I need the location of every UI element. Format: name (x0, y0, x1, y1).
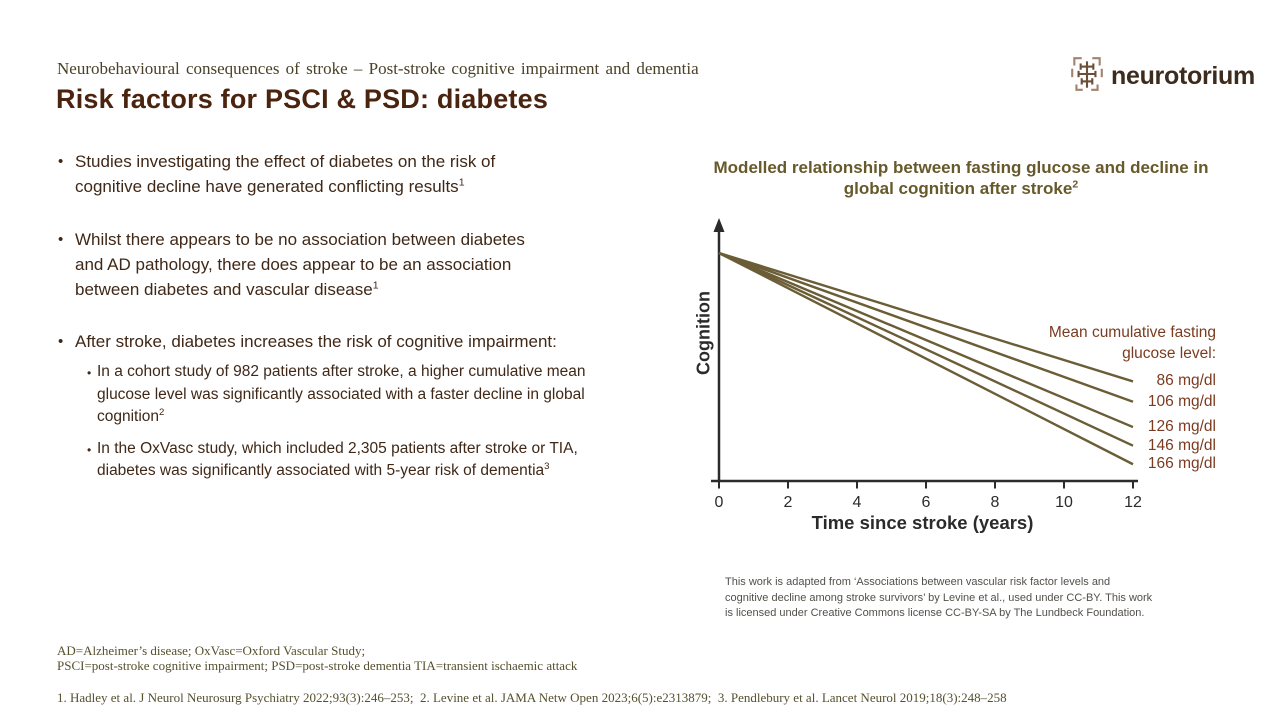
reference-superscript: 1 (458, 176, 465, 189)
bullet-item: • Whilst there appears to be no associat… (57, 227, 557, 302)
bullet-text: Studies investigating the effect of diab… (75, 152, 496, 196)
bullet-marker: • (87, 442, 92, 457)
sub-bullet-item: • In a cohort study of 982 patients afte… (87, 361, 589, 429)
bullet-text: Whilst there appears to be no associatio… (75, 230, 525, 299)
brain-logo-icon (1068, 55, 1106, 98)
legend-label-146: 146 mg/dl (1147, 437, 1216, 454)
chart-line-106-mg-dl (718, 251, 1134, 403)
chart-series-lines (718, 251, 1134, 466)
chart-line-86-mg-dl (718, 251, 1134, 383)
x-tick-label: 2 (784, 494, 793, 511)
line-chart: 0 2 4 6 8 10 12 (711, 218, 1142, 511)
bullet-marker: • (58, 153, 64, 170)
sub-bullet-text: In the OxVasc study, which included 2,30… (97, 439, 578, 480)
legend-label-106: 106 mg/dl (1147, 393, 1216, 410)
bullet-marker: • (58, 231, 64, 248)
reference-superscript: 2 (1072, 178, 1079, 191)
x-tick-label: 12 (1124, 494, 1142, 511)
x-tick-label: 6 (922, 494, 931, 511)
abbreviations: AD=Alzheimer’s disease; OxVasc=Oxford Va… (57, 643, 578, 673)
x-axis-ticks: 0 2 4 6 8 10 12 (715, 481, 1142, 511)
bullet-text: After stroke, diabetes increases the ris… (75, 332, 557, 351)
bullet-marker: • (58, 333, 64, 350)
x-axis-title: Time since stroke (years) (811, 512, 1034, 533)
sub-bullet-item: • In the OxVasc study, which included 2,… (87, 438, 589, 483)
x-tick-label: 4 (853, 494, 862, 511)
license-attribution: This work is adapted from ‘Associations … (725, 576, 1153, 619)
chart-line-146-mg-dl (718, 251, 1134, 447)
sub-bullet-text: In a cohort study of 982 patients after … (97, 363, 586, 425)
chart-line-126-mg-dl (718, 251, 1134, 429)
logo-wordmark: neurotorium (1111, 62, 1255, 90)
reference-superscript: 2 (159, 406, 165, 418)
legend-label-166: 166 mg/dl (1147, 455, 1216, 472)
x-tick-label: 10 (1055, 494, 1073, 511)
x-tick-label: 8 (991, 494, 1000, 511)
page-title: Risk factors for PSCI & PSD: diabetes (56, 84, 549, 114)
chart-line-166-mg-dl (718, 251, 1134, 466)
bullet-item: • After stroke, diabetes increases the r… (57, 329, 557, 354)
reference-superscript: 3 (544, 460, 550, 472)
bullet-marker: • (87, 366, 92, 380)
legend-label-126: 126 mg/dl (1147, 418, 1216, 435)
neurotorium-logo: neurotorium (1068, 55, 1255, 98)
legend-title: Mean cumulative fasting glucose level: (1048, 324, 1216, 362)
reference-superscript: 1 (372, 279, 379, 292)
bullet-list: • Studies investigating the effect of di… (57, 149, 589, 492)
x-tick-label: 0 (715, 494, 724, 511)
legend-label-86: 86 mg/dl (1156, 372, 1216, 389)
bullet-item: • Studies investigating the effect of di… (57, 149, 557, 199)
references: 1. Hadley et al. J Neurol Neurosurg Psyc… (57, 690, 1007, 705)
chart-title: Modelled relationship between fasting gl… (713, 158, 1209, 198)
y-axis-title: Cognition (693, 291, 714, 375)
eyebrow-subtitle: Neurobehavioural consequences of stroke … (57, 59, 699, 78)
